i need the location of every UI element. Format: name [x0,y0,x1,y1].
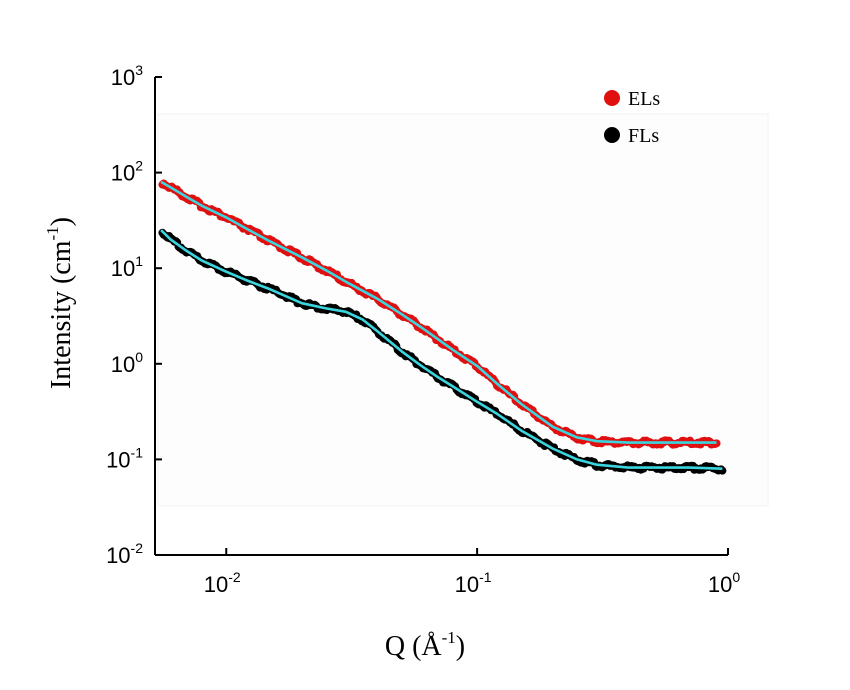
y-tick-label: 101 [111,253,143,281]
series-fls [158,228,727,475]
ticks-layer: 10-2 10-1 100 10-2 10-1 100 101 102 103 [106,62,740,597]
legend-label-fls: FLs [628,125,659,147]
series-els [158,179,721,449]
legend-marker-fls [604,127,620,143]
y-tick-label: 102 [111,158,143,186]
series-layer [158,179,727,475]
legend-label-els: ELs [628,88,660,110]
y-tick-label: 103 [111,62,143,90]
x-axis-title: Q (Å-1) [385,628,465,662]
y-tick-label: 100 [111,349,143,377]
x-tick-label: 10-1 [455,569,492,597]
y-tick-label: 10-2 [106,540,143,568]
x-tick-label: 10-2 [204,569,241,597]
fit-curve-fls [160,229,723,470]
legend: ELs FLs [604,88,660,147]
fit-curve-els [160,180,717,444]
y-axis-title: Intensity (cm-1) [43,217,77,389]
x-tick-label: 100 [708,569,740,597]
y-tick-label: 10-1 [106,444,143,472]
axes-layer [154,77,728,556]
legend-marker-els [604,90,620,106]
